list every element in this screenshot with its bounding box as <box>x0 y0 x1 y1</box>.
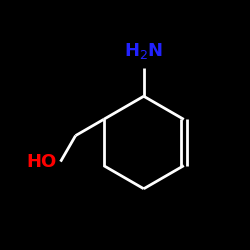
Text: H$_2$N: H$_2$N <box>124 41 163 61</box>
Text: HO: HO <box>26 152 57 170</box>
